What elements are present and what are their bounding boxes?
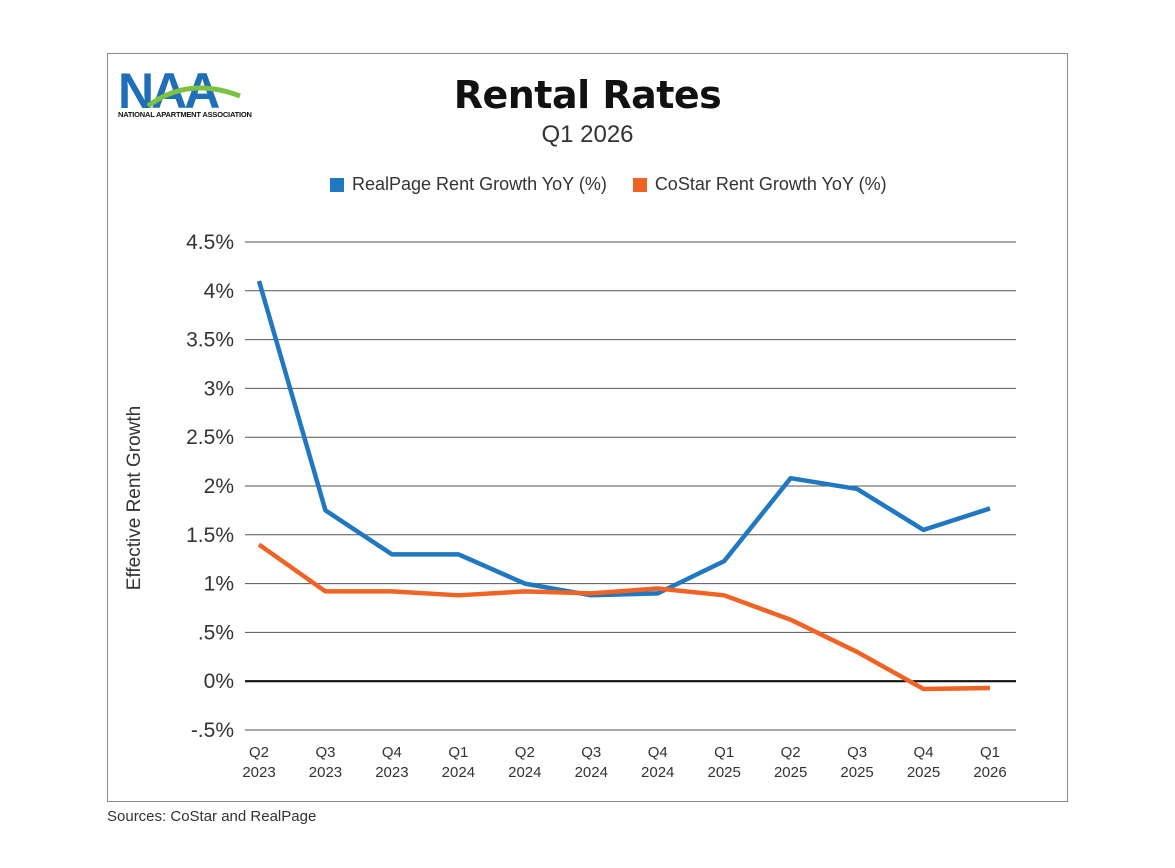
y-tick-label: 4.5% [186, 231, 234, 254]
chart-subtitle: Q1 2026 [541, 121, 634, 148]
x-tick-label: 2023 [375, 764, 408, 781]
y-tick-label: 2.5% [186, 426, 234, 449]
x-tick-label: Q1 [980, 744, 1000, 761]
x-tick-label: 2024 [575, 764, 608, 781]
legend-swatch-costar [632, 177, 647, 192]
x-tick-label: Q3 [581, 744, 601, 761]
legend-label-costar: CoStar Rent Growth YoY (%) [654, 174, 887, 194]
x-tick-label: 2023 [242, 764, 275, 781]
x-tick-label: Q2 [781, 744, 801, 761]
y-tick-label: .5% [198, 621, 234, 644]
legend: RealPage Rent Growth YoY (%) CoStar Rent… [330, 174, 913, 195]
source-note: Sources: CoStar and RealPage [107, 808, 317, 825]
x-tick-label: 2024 [641, 764, 674, 781]
series-line-costar [257, 542, 991, 692]
x-tick-label: Q1 [714, 744, 734, 761]
legend-label-realpage: RealPage Rent Growth YoY (%) [352, 174, 607, 194]
y-tick-label: 1.5% [186, 524, 234, 547]
y-tick-label: 3.5% [186, 329, 234, 352]
y-tick-label: 3% [204, 377, 234, 400]
y-tick-label: 4% [204, 280, 234, 303]
y-tick-label: 1% [204, 573, 234, 596]
x-tick-label: 2025 [907, 764, 940, 781]
y-tick-label: 2% [204, 475, 234, 498]
chart-frame [107, 53, 1068, 802]
x-tick-label: Q3 [847, 744, 867, 761]
legend-item-realpage: RealPage Rent Growth YoY (%) [330, 174, 607, 195]
y-tick-label: 0% [204, 670, 234, 693]
x-tick-label: 2026 [973, 764, 1006, 781]
x-tick-label: 2025 [840, 764, 873, 781]
chart-title: Rental Rates [453, 73, 722, 117]
x-tick-label: Q2 [249, 744, 269, 761]
y-tick-label: -.5% [191, 719, 234, 742]
x-tick-label: Q4 [914, 744, 934, 761]
x-tick-label: 2025 [707, 764, 740, 781]
x-tick-label: 2024 [442, 764, 475, 781]
x-tick-label: 2025 [774, 764, 807, 781]
series-line-realpage [256, 280, 991, 598]
x-tick-label: 2024 [508, 764, 541, 781]
naa-logo: NAA [118, 66, 241, 119]
x-tick-label: 2023 [309, 764, 342, 781]
y-axis-label: Effective Rent Growth [124, 406, 145, 590]
x-tick-label: Q3 [315, 744, 335, 761]
x-tick-label: Q1 [448, 744, 468, 761]
logo-caption: NATIONAL APARTMENT ASSOCIATION [118, 110, 252, 119]
x-tick-label: Q4 [382, 744, 402, 761]
legend-item-costar: CoStar Rent Growth YoY (%) [632, 174, 887, 195]
x-tick-label: Q4 [648, 744, 668, 761]
legend-swatch-realpage [330, 177, 344, 192]
x-tick-label: Q2 [515, 744, 535, 761]
